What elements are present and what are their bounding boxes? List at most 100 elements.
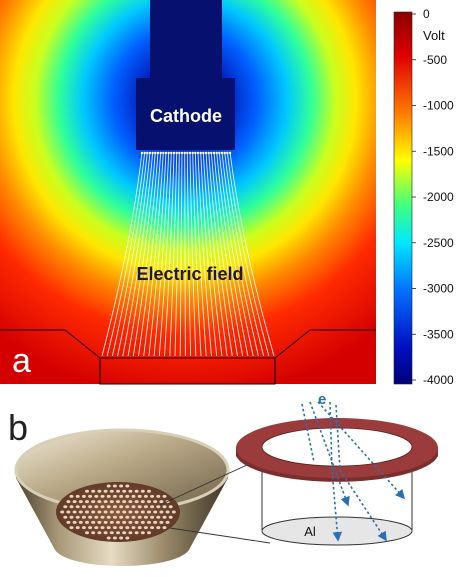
mesh-hole	[85, 500, 89, 504]
electron-label: e	[318, 391, 326, 408]
mesh-hole	[134, 510, 139, 514]
mesh-hole	[147, 531, 151, 535]
cathode-stem	[150, 0, 222, 85]
field-line-origin	[140, 151, 144, 155]
mesh-hole	[69, 526, 74, 530]
mesh-hole	[140, 531, 145, 535]
mesh-hole	[137, 526, 142, 530]
mesh-hole	[106, 536, 111, 540]
anode-base	[99, 357, 276, 385]
mesh-hole	[112, 515, 117, 519]
colorbar-tick-label: -1000	[423, 99, 454, 113]
field-line-origin	[212, 151, 216, 155]
field-line-origin	[220, 151, 224, 155]
mesh-hole	[91, 510, 96, 514]
mesh-hole	[85, 520, 89, 524]
field-line	[153, 151, 170, 357]
mesh-hole	[103, 531, 108, 535]
mesh-hole	[88, 494, 93, 498]
mesh-hole	[125, 494, 130, 498]
mesh-hole	[66, 520, 71, 524]
mesh-hole	[156, 494, 161, 498]
mesh-hole	[128, 520, 133, 524]
mesh-hole	[159, 520, 164, 524]
colorbar-unit: Volt	[423, 28, 445, 43]
mesh-hole	[81, 494, 86, 498]
mesh-hole	[94, 526, 99, 530]
field-line	[122, 151, 154, 357]
field-line-origin	[162, 151, 165, 155]
field-line	[189, 151, 197, 357]
mesh-holes	[60, 484, 176, 540]
field-line-origin	[194, 151, 197, 155]
field-line-origin	[228, 151, 232, 155]
mesh-hole	[81, 515, 86, 519]
mesh-hole	[150, 494, 155, 498]
mesh-hole	[69, 494, 74, 498]
mesh-hole	[153, 510, 158, 514]
mesh-hole	[106, 494, 111, 498]
field-line-origin	[178, 151, 181, 155]
mesh-hole	[165, 520, 170, 524]
colorbar-tick-label: 0	[423, 7, 430, 21]
field-line	[111, 151, 148, 357]
mesh-hole	[91, 520, 96, 524]
mesh-hole	[97, 500, 102, 504]
field-line	[197, 151, 212, 357]
field-line	[164, 151, 175, 357]
mesh-hole	[122, 489, 127, 493]
mesh-hole	[119, 536, 124, 540]
mesh-hole	[103, 520, 108, 524]
field-line	[127, 151, 156, 357]
mesh-hole	[97, 510, 102, 514]
field-line-origin	[202, 151, 205, 155]
mesh-hole	[116, 489, 120, 493]
mesh-hole	[153, 500, 158, 504]
field-line	[194, 151, 207, 357]
mesh-hole	[66, 510, 71, 514]
colorbar-tick-label: -500	[423, 53, 447, 67]
field-line-origin	[215, 151, 218, 155]
field-line	[224, 151, 265, 357]
mesh-hole	[112, 536, 117, 540]
mesh-hole	[162, 494, 167, 498]
mesh-hole	[125, 515, 130, 519]
field-line	[138, 151, 162, 357]
mesh-hole	[75, 494, 80, 498]
mesh-hole	[63, 515, 68, 519]
mesh-hole	[106, 505, 111, 509]
mesh-hole	[134, 500, 139, 504]
mesh-hole	[162, 515, 167, 519]
field-line-origin	[148, 151, 152, 155]
colorbar-gradient	[393, 11, 413, 385]
field-line	[229, 151, 275, 357]
field-line	[106, 151, 146, 357]
mesh-hole	[134, 520, 139, 524]
colorbar-ticks: 0 -500 -1000 -1500 -2000 -2500 -3000 -3500 -4000	[412, 7, 454, 387]
field-line-origin	[204, 151, 208, 155]
mesh-hole	[94, 505, 99, 509]
field-line-origin	[210, 151, 213, 155]
mesh-hole	[100, 505, 105, 509]
field-line	[101, 151, 143, 357]
mesh-hole	[94, 515, 99, 519]
mesh-hole	[156, 505, 161, 509]
field-line-origin	[191, 151, 194, 155]
field-line-origin	[156, 151, 160, 155]
mesh-hole	[116, 520, 120, 524]
mesh-hole	[66, 500, 71, 504]
colorbar: Volt 0 -500 -1000 -1500 -2000 -2500 -3000 -3500…	[393, 7, 454, 387]
mesh-hole	[63, 505, 68, 509]
mesh-hole	[147, 500, 151, 504]
mesh-hole	[171, 510, 176, 514]
mesh-hole	[112, 505, 117, 509]
field-line	[200, 151, 218, 357]
mesh-hole	[78, 500, 83, 504]
field-line-origin	[172, 151, 176, 155]
mesh-hole	[85, 531, 89, 535]
mesh-hole	[75, 515, 80, 519]
field-line-origin	[154, 151, 157, 155]
mesh-hole	[106, 526, 111, 530]
field-line	[208, 151, 233, 357]
connector-line-top	[159, 457, 263, 506]
